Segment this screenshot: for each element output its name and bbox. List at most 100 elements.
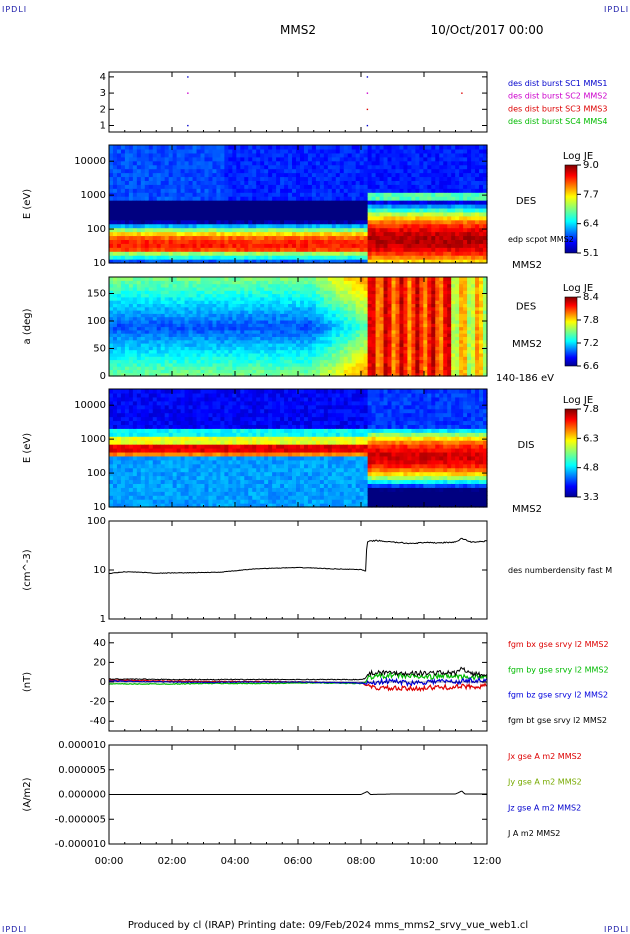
spectrogram-cell: [391, 180, 397, 185]
pitch-angle-cell: [276, 329, 281, 334]
spectrogram-cell: [319, 188, 325, 193]
spectrogram-cell: [467, 176, 472, 181]
spectrogram-cell: [296, 192, 301, 197]
spectrogram-cell: [288, 204, 293, 209]
pitch-angle-cell: [208, 280, 214, 285]
pitch-angle-cell: [264, 339, 269, 344]
spectrogram-cell: [248, 223, 253, 229]
pitch-angle-cell: [311, 333, 317, 337]
spectrogram-cell: [443, 184, 448, 189]
spectrogram-cell: [112, 243, 118, 248]
pitch-angle-cell: [212, 339, 218, 344]
pitch-angle-cell: [140, 362, 146, 367]
spectrogram-cell: [208, 176, 214, 181]
spectrogram-cell: [303, 235, 309, 240]
spectrogram-cell: [363, 204, 369, 209]
spectrogram-cell: [459, 180, 464, 185]
pitch-angle-cell: [315, 349, 321, 354]
pitch-angle-cell: [331, 352, 337, 357]
spectrogram-cell: [383, 176, 389, 181]
spectrogram-cell: [124, 180, 130, 185]
spectrogram-cell: [451, 207, 456, 213]
pitch-angle-cell: [268, 280, 273, 285]
spectrogram-cell: [284, 247, 289, 252]
pitch-angle-cell: [260, 290, 265, 295]
spectrogram-cell: [244, 160, 249, 166]
pitch-angle-cell: [224, 336, 229, 341]
pitch-angle-cell: [184, 283, 190, 288]
spectrogram-cell: [483, 239, 488, 244]
pitch-angle-cell: [343, 286, 349, 291]
spectrogram-cell: [116, 188, 122, 193]
pitch-angle-cell: [319, 313, 325, 318]
spectrogram-cell: [343, 192, 349, 197]
pitch-angle-cell: [315, 313, 321, 318]
pitch-angle-cell: [220, 372, 225, 377]
pitch-angle-cell: [236, 336, 241, 341]
spectrogram-cell: [268, 211, 273, 217]
spectrogram-cell: [367, 235, 373, 240]
pitch-angle-cell: [156, 310, 162, 314]
spectrogram-cell: [208, 148, 214, 154]
pitch-angle-cell: [128, 290, 134, 295]
spectrogram-cell: [319, 192, 325, 197]
spectrogram-cell: [319, 207, 325, 213]
spectrogram-cell: [120, 223, 126, 229]
pitch-angle-cell: [264, 329, 269, 334]
pitch-angle-cell: [260, 329, 265, 334]
spectrogram-cell: [311, 148, 317, 154]
spectrogram-cell: [248, 255, 253, 260]
pitch-angle-cell: [109, 339, 114, 344]
spectrogram-cell: [228, 255, 233, 260]
spectrogram-cell: [415, 184, 420, 189]
pitch-angle-cell: [144, 349, 150, 354]
pitch-angle-cell: [160, 277, 166, 281]
spectrogram-cell: [311, 176, 317, 181]
pitch-angle-cell: [315, 286, 321, 291]
spectrogram-cell: [423, 188, 428, 193]
pitch-angle-cell: [236, 339, 241, 344]
spectrogram-cell: [323, 180, 329, 185]
pitch-angle-cell: [347, 310, 353, 314]
pitch-angle-cell: [172, 352, 178, 357]
spectrogram-cell: [427, 200, 432, 205]
spectrogram-cell: [391, 164, 397, 170]
spectrogram-cell: [224, 235, 229, 240]
pitch-angle-cell: [363, 359, 369, 364]
pitch-angle-cell: [228, 280, 233, 285]
spectrogram-cell: [327, 180, 333, 185]
spectrogram-cell: [375, 168, 381, 174]
spectrogram-cell: [331, 247, 337, 252]
spectrogram-cell: [411, 192, 416, 197]
pitch-angle-cell: [180, 333, 186, 337]
spectrogram-cell: [327, 207, 333, 213]
pitch-angle-cell: [116, 277, 122, 281]
spectrogram-cell: [443, 243, 448, 248]
spectrogram-cell: [228, 227, 233, 233]
pitch-angle-cell: [264, 306, 269, 311]
spectrogram-cell: [260, 259, 265, 264]
spectrogram-cell: [427, 259, 432, 264]
spectrogram-cell: [339, 184, 345, 189]
pitch-angle-cell: [220, 293, 225, 298]
pitch-angle-cell: [303, 303, 309, 308]
spectrogram-cell: [224, 227, 229, 233]
spectrogram-cell: [160, 192, 166, 197]
spectrogram-cell: [140, 200, 146, 205]
pitch-angle-cell: [224, 326, 229, 331]
spectrogram-cell: [176, 251, 182, 256]
pitch-angle-cell: [172, 310, 178, 314]
pitch-angle-cell: [272, 333, 277, 337]
spectrogram-cell: [176, 164, 182, 170]
pitch-angle-cell: [292, 319, 297, 324]
spectrogram-cell: [192, 180, 198, 185]
pitch-angle-cell: [284, 306, 289, 311]
pitch-angle-cell: [347, 329, 353, 334]
spectrogram-cell: [160, 168, 166, 174]
spectrogram-cell: [315, 164, 321, 170]
spectrogram-cell: [403, 215, 409, 221]
pitch-angle-cell: [347, 346, 353, 351]
pitch-angle-cell: [112, 290, 118, 295]
colorbar-tick-label: 6.4: [583, 219, 599, 230]
spectrogram-cell: [256, 184, 261, 189]
